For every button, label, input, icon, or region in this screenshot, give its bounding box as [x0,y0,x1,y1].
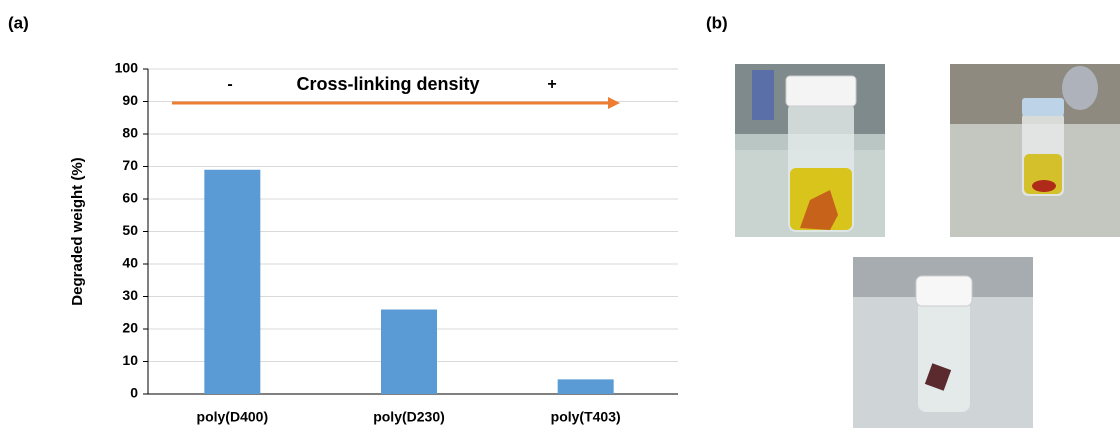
panel-label: (b) [706,13,728,32]
x-tick-label: poly(D400) [197,409,269,425]
y-tick-label: 90 [122,92,138,108]
x-tick-label: poly(T403) [551,409,621,425]
arrow-end: + [547,76,556,93]
arrow-head [608,97,620,109]
y-tick-label: 70 [122,157,138,173]
panel-label: (a) [8,13,29,32]
photo [735,64,885,237]
y-tick-label: 10 [122,352,138,368]
y-tick-label: 40 [122,255,138,271]
photo [853,257,1033,428]
chart: 0 10 20 30 40 50 60 70 80 90 100 Degraded weight (%… [69,60,678,425]
arrow-start: - [227,76,232,93]
photo [950,64,1120,237]
y-tick-label: 100 [115,60,139,76]
y-tick-label: 50 [122,222,138,238]
photos [735,64,1120,428]
y-tick-label: 0 [130,385,138,401]
x-tick-label: poly(D230) [373,409,445,425]
arrow-label: Cross-linking density [296,74,479,94]
y-tick-label: 20 [122,320,138,336]
y-tick-label: 60 [122,190,138,206]
figure: (a) (b) 0 10 20 30 40 50 60 70 80 90 100 Degraded w… [0,0,1120,428]
y-axis-label: Degraded weight (%) [69,157,86,305]
y-tick-label: 30 [122,287,138,303]
bar [381,310,437,395]
bar [558,379,614,394]
y-tick-label: 80 [122,125,138,141]
bar [204,170,260,394]
